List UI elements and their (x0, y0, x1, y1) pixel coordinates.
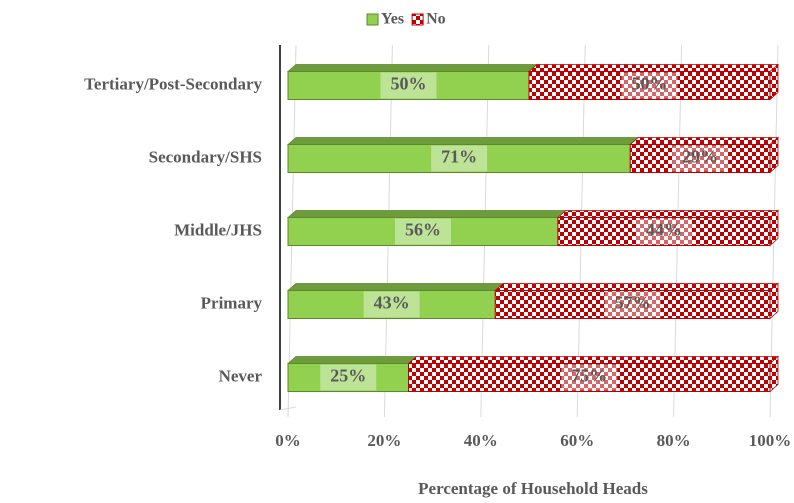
bar (629, 144, 771, 173)
bar (528, 71, 771, 100)
bar-top (407, 356, 780, 364)
bar-top (286, 283, 505, 291)
x-tick-label: 100% (749, 431, 792, 450)
value-label: 43% (374, 293, 410, 313)
value-label-bg (635, 218, 692, 245)
value-label: 50% (391, 74, 427, 94)
value-label-bg (561, 364, 618, 391)
bar (287, 217, 559, 246)
bar (287, 363, 409, 392)
value-label: 50% (632, 74, 668, 94)
y-tick-label: Never (219, 366, 263, 385)
x-axis-floor (279, 406, 297, 411)
x-tick-label: 40% (464, 431, 498, 450)
y-tick-label: Tertiary/Post-Secondary (84, 74, 262, 93)
value-label-bg (363, 291, 420, 318)
x-tick-label: 20% (367, 431, 401, 450)
bar-top (494, 283, 780, 291)
value-label: 56% (405, 220, 441, 240)
bar-top (629, 137, 780, 145)
value-label-bg (380, 72, 437, 99)
legend-label: No (426, 11, 446, 28)
legend-label: Yes (381, 11, 404, 28)
value-label-bg (672, 145, 729, 172)
bar-top (286, 64, 539, 72)
bar-top (286, 210, 567, 218)
bar (287, 71, 530, 100)
bar-top (286, 356, 418, 364)
x-tick-label: 80% (657, 431, 691, 450)
bar (408, 363, 771, 392)
bar (557, 217, 771, 246)
value-label: 25% (330, 366, 366, 386)
bar-top (556, 210, 780, 218)
y-tick-label: Secondary/SHS (149, 147, 262, 166)
value-label-bg (394, 218, 451, 245)
value-label: 75% (571, 366, 607, 386)
legend-swatch (366, 13, 379, 26)
value-label: 57% (615, 293, 651, 313)
value-label-bg (431, 145, 488, 172)
x-tick-label: 0% (275, 431, 301, 450)
value-label-bg (621, 72, 678, 99)
bar-top (527, 64, 780, 72)
legend-swatch (411, 13, 424, 26)
value-label: 29% (682, 147, 718, 167)
value-label: 71% (441, 147, 477, 167)
bar (287, 290, 496, 319)
value-label: 44% (646, 220, 682, 240)
x-tick-label: 60% (560, 431, 594, 450)
value-label-bg (604, 291, 661, 318)
value-label-bg (320, 364, 377, 391)
x-axis-title: Percentage of Household Heads (418, 479, 648, 498)
bar (494, 290, 771, 319)
bar (287, 144, 631, 173)
y-tick-label: Primary (201, 293, 263, 312)
bar-top (286, 137, 640, 145)
y-tick-label: Middle/JHS (174, 220, 262, 239)
